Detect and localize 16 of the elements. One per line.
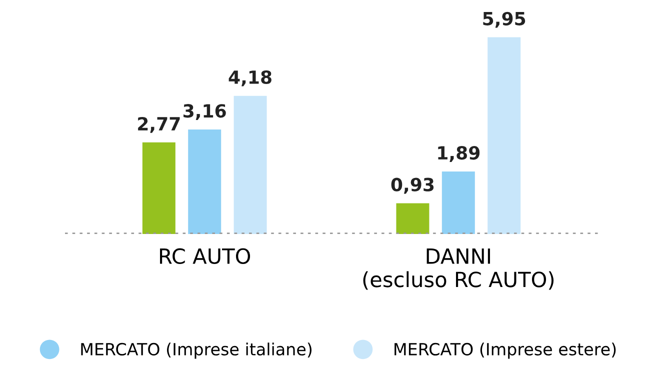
x-tick-label: RC AUTO — [160, 248, 250, 264]
data-label: 0,93 — [391, 178, 434, 194]
bar — [442, 172, 475, 234]
data-label: 1,89 — [438, 146, 480, 162]
data-label: 4,18 — [228, 70, 272, 86]
data-label: 5,95 — [483, 12, 526, 28]
bar — [188, 130, 222, 234]
bar — [234, 96, 267, 234]
data-label: 2,77 — [138, 116, 180, 133]
bar — [488, 37, 521, 234]
bar — [142, 142, 176, 234]
x-tick-label: DANNI (escluso RC AUTO) — [363, 248, 554, 290]
legend-label: MERCATO (Imprese estere) — [394, 342, 616, 359]
legend-label: MERCATO (Imprese italiane) — [81, 342, 312, 359]
bar — [396, 203, 430, 234]
data-label: 3,16 — [184, 104, 226, 120]
